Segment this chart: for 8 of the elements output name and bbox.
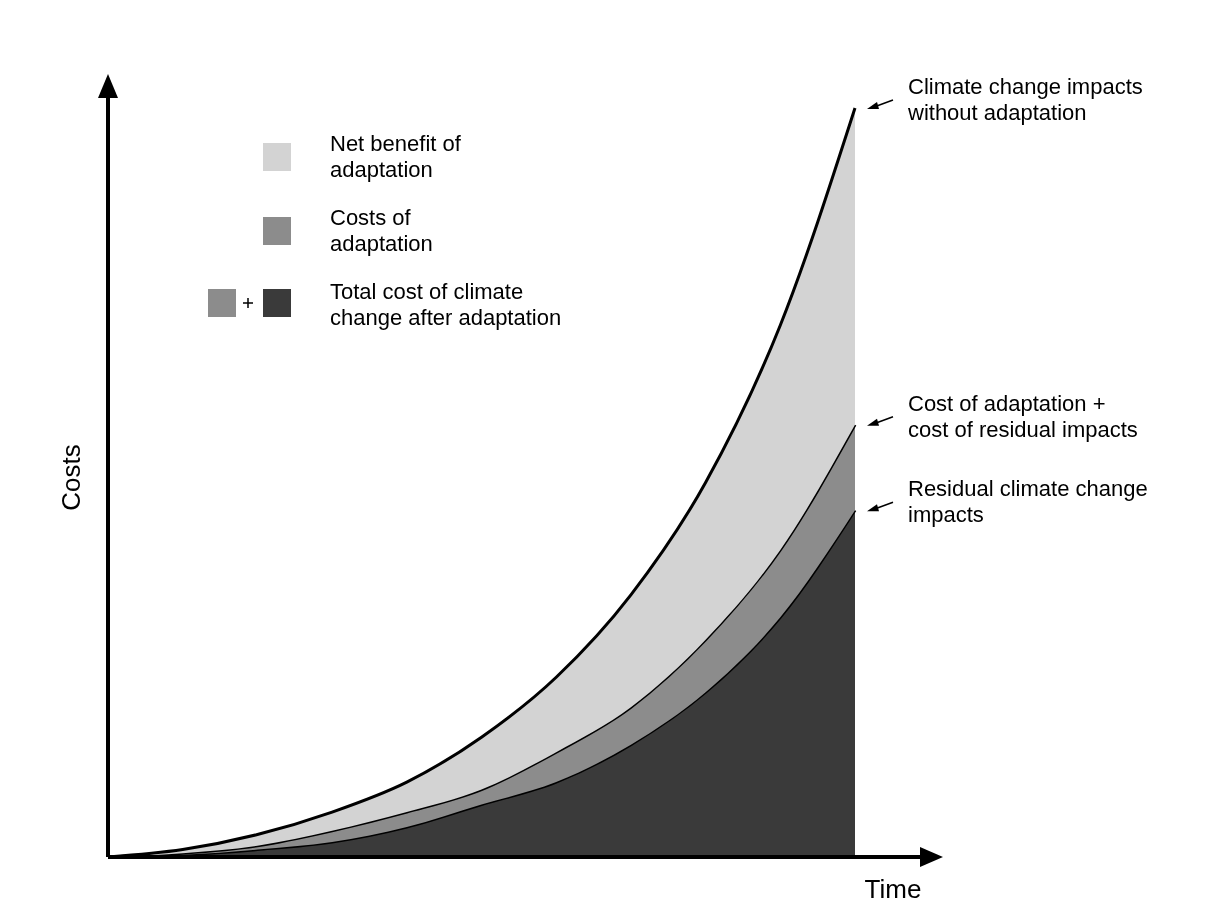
- annotation: Cost of adaptation + cost of residual impacts: [908, 390, 1138, 442]
- x-axis-title: Time: [864, 874, 922, 904]
- annotation: Residual climate change impacts: [908, 476, 1148, 528]
- legend-label: Net benefit of adaptation: [330, 131, 462, 182]
- annotation: Climate change impacts without adaptation: [907, 74, 1143, 125]
- annotation: Total cost of climate change after adaptation: [330, 279, 562, 330]
- legend-label: Costs of adaptation: [330, 205, 433, 256]
- y-axis-title: Costs: [56, 444, 86, 511]
